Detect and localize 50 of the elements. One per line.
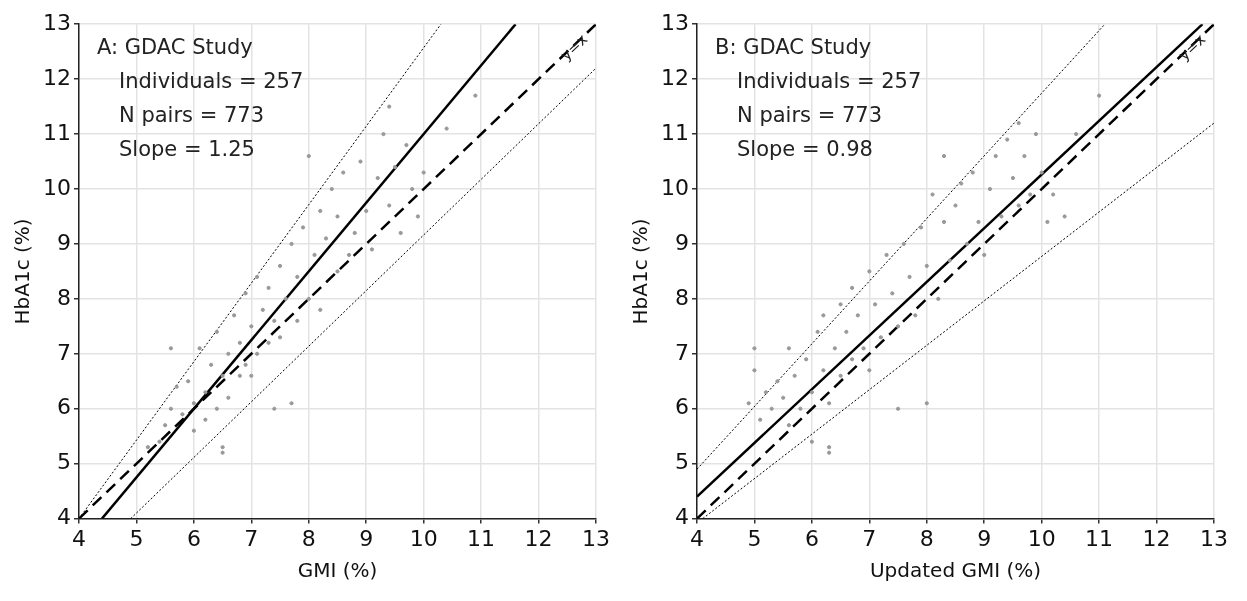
annotation: N pairs = 773 <box>736 103 883 128</box>
annotation: Slope = 1.25 <box>118 137 255 162</box>
y-tick-label: 8 <box>674 284 689 310</box>
x-tick-label: 8 <box>301 525 316 551</box>
y-tick-label: 12 <box>660 64 689 90</box>
x-tick-label: 9 <box>359 525 374 551</box>
annotation: Slope = 0.98 <box>736 137 873 162</box>
y-tick-label: 5 <box>674 449 689 475</box>
y-tick-label: 5 <box>56 449 71 475</box>
y-tick-label: 6 <box>56 394 71 420</box>
x-tick-label: 13 <box>582 525 610 551</box>
x-tick-label: 12 <box>1142 525 1171 551</box>
x-tick-label: 11 <box>467 525 496 551</box>
x-tick-label: 6 <box>804 525 819 551</box>
y-tick-label: 9 <box>674 229 689 255</box>
annotation: B: GDAC Study <box>714 35 872 60</box>
y-tick-label: 7 <box>674 339 689 365</box>
x-tick-label: 13 <box>1200 525 1228 551</box>
y-tick-label: 12 <box>42 64 71 90</box>
x-tick-label: 6 <box>186 525 201 551</box>
annotation: A: GDAC Study <box>96 35 253 60</box>
y-tick-label: 7 <box>56 339 71 365</box>
x-tick-label: 7 <box>244 525 259 551</box>
annotation: Individuals = 257 <box>736 69 922 94</box>
y-axis-title: HbA1c (%) <box>10 218 35 325</box>
x-tick-label: 12 <box>524 525 553 551</box>
x-tick-label: 10 <box>1027 525 1056 551</box>
y-tick-label: 9 <box>56 229 71 255</box>
x-tick-label: 8 <box>919 525 934 551</box>
y-tick-label: 8 <box>56 284 71 310</box>
y-tick-label: 10 <box>42 174 71 200</box>
y-tick-label: 13 <box>42 9 71 35</box>
y-tick-label: 10 <box>660 174 689 200</box>
y-tick-label: 13 <box>660 9 689 35</box>
y-tick-label: 4 <box>56 504 71 530</box>
y-tick-label: 11 <box>42 119 71 145</box>
x-tick-label: 10 <box>409 525 438 551</box>
x-tick-label: 5 <box>747 525 762 551</box>
x-tick-label: 7 <box>862 525 877 551</box>
annotation: Individuals = 257 <box>118 69 304 94</box>
y-tick-label: 11 <box>660 119 689 145</box>
x-tick-label: 11 <box>1085 525 1114 551</box>
y-tick-label: 6 <box>674 394 689 420</box>
x-tick-label: 9 <box>977 525 992 551</box>
x-axis-title: GMI (%) <box>297 558 378 583</box>
y-axis-title: HbA1c (%) <box>628 218 653 325</box>
x-tick-label: 5 <box>129 525 144 551</box>
x-axis-title: Updated GMI (%) <box>869 558 1042 583</box>
annotation: N pairs = 773 <box>118 103 265 128</box>
y-tick-label: 4 <box>674 504 689 530</box>
